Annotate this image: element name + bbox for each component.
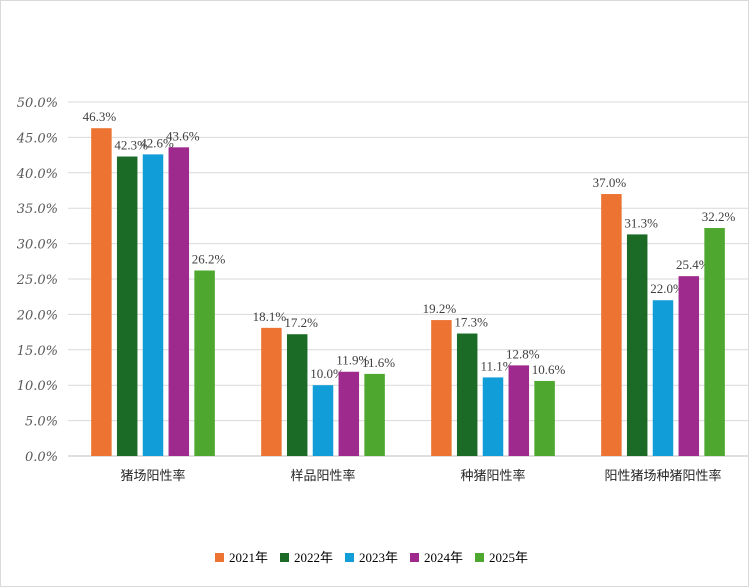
- y-tick-label: 15.0%: [17, 344, 58, 359]
- legend-swatch: [215, 553, 224, 562]
- data-label: 22.0%: [650, 281, 684, 296]
- bar-2025年-种猪阳性率: [534, 380, 555, 456]
- bar-2021年-猪场阳性率: [91, 128, 112, 457]
- bar-2023年-猪场阳性率: [142, 154, 164, 456]
- bar-2024年-猪场阳性率: [168, 147, 190, 456]
- bar-2024年-样品阳性率: [338, 371, 360, 456]
- legend-label: 2024年: [424, 550, 463, 565]
- data-label: 26.2%: [192, 252, 226, 267]
- bar-2022年-阳性猪场种猪阳性率: [626, 234, 648, 456]
- data-label: 42.6%: [140, 135, 174, 150]
- data-label: 37.0%: [593, 175, 627, 190]
- bar-2021年-阳性猪场种猪阳性率: [601, 194, 622, 457]
- bar-2021年-种猪阳性率: [431, 320, 452, 456]
- bar-2024年-阳性猪场种猪阳性率: [678, 276, 700, 456]
- x-category-label: 猪场阳性率: [120, 468, 185, 484]
- bar-2025年-阳性猪场种猪阳性率: [704, 228, 725, 456]
- y-tick-label: 10.0%: [17, 379, 58, 394]
- data-label: 10.6%: [532, 362, 566, 377]
- y-tick-label: 50.0%: [17, 96, 58, 111]
- data-label: 17.3%: [454, 315, 488, 330]
- legend-label: 2023年: [359, 550, 398, 565]
- data-label: 10.0%: [310, 366, 344, 381]
- bar-2021年-样品阳性率: [261, 327, 282, 456]
- data-label: 18.1%: [253, 309, 287, 324]
- data-label: 12.8%: [506, 346, 540, 361]
- bar-2022年-猪场阳性率: [116, 156, 138, 457]
- legend-swatch: [280, 553, 289, 562]
- y-tick-label: 30.0%: [17, 238, 58, 253]
- bar-2025年-样品阳性率: [364, 373, 385, 456]
- x-category-label: 阳性猪场种猪阳性率: [604, 468, 721, 484]
- x-category-label: 样品阳性率: [290, 468, 355, 484]
- data-label: 31.3%: [624, 215, 658, 230]
- y-tick-label: 35.0%: [17, 202, 58, 217]
- legend-swatch: [410, 553, 419, 562]
- legend-swatch: [345, 553, 354, 562]
- bar-2023年-样品阳性率: [312, 385, 334, 456]
- data-label: 43.6%: [166, 128, 200, 143]
- legend-swatch: [475, 553, 484, 562]
- bar-2022年-样品阳性率: [286, 334, 308, 456]
- data-label: 17.2%: [284, 315, 318, 330]
- y-tick-label: 45.0%: [16, 131, 58, 146]
- data-label: 42.3%: [114, 138, 148, 153]
- data-label: 32.2%: [702, 209, 736, 224]
- data-label: 11.6%: [362, 355, 395, 370]
- bar-2022年-种猪阳性率: [456, 333, 478, 456]
- y-tick-label: 5.0%: [25, 415, 58, 430]
- x-category-label: 种猪阳性率: [460, 468, 525, 484]
- y-tick-label: 20.0%: [16, 308, 58, 323]
- data-label: 11.9%: [336, 353, 369, 368]
- data-label: 11.1%: [480, 358, 513, 373]
- data-label: 19.2%: [423, 301, 457, 316]
- legend-label: 2022年: [294, 550, 333, 565]
- legend-label: 2021年: [229, 550, 268, 565]
- data-label: 46.3%: [83, 109, 117, 124]
- bar-2025年-猪场阳性率: [194, 270, 215, 456]
- bar-2024年-种猪阳性率: [508, 365, 530, 456]
- bar-2023年-种猪阳性率: [482, 377, 504, 456]
- y-tick-label: 0.0%: [25, 450, 58, 465]
- y-tick-label: 40.0%: [16, 167, 58, 182]
- bar-2023年-阳性猪场种猪阳性率: [652, 300, 674, 456]
- y-tick-label: 25.0%: [16, 273, 58, 288]
- legend-label: 2025年: [489, 550, 528, 565]
- data-label: 25.4%: [676, 257, 710, 272]
